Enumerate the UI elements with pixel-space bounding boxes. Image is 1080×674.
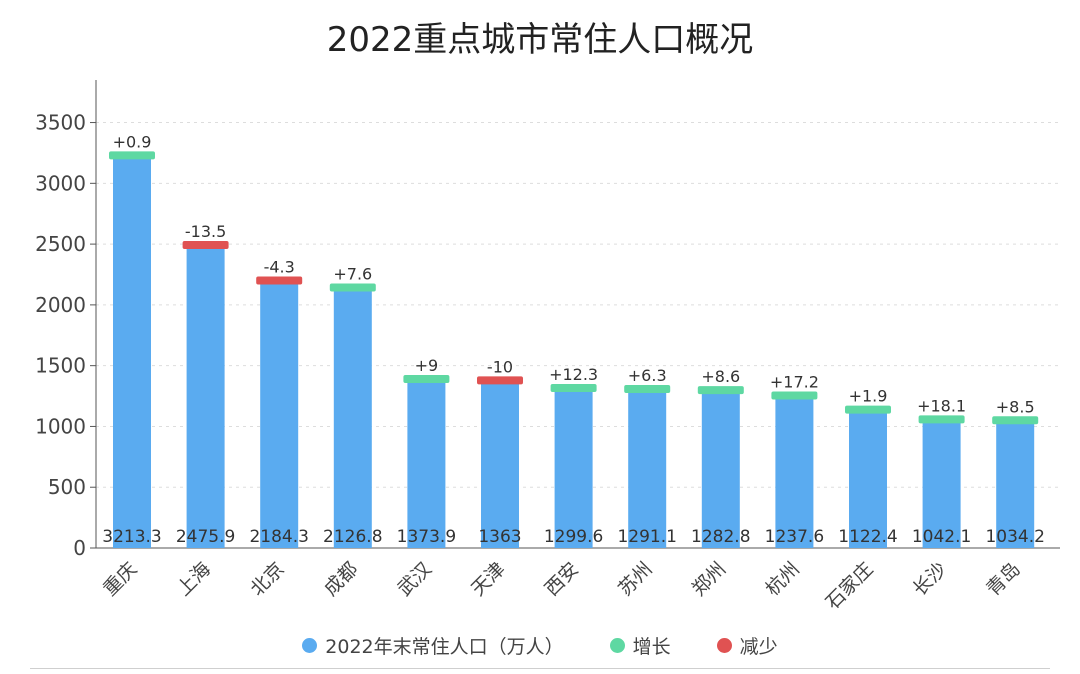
- change-label: +1.9: [849, 387, 888, 406]
- y-tick-label: 2000: [35, 293, 86, 317]
- data-label: 1237.6: [765, 527, 824, 547]
- x-tick-label: 天津: [467, 558, 509, 600]
- change-label: +12.3: [549, 365, 598, 384]
- x-tick-label: 成都: [320, 558, 362, 600]
- y-tick-label: 1500: [35, 354, 86, 378]
- legend-label-population: 2022年末常住人口（万人）: [325, 636, 564, 658]
- legend-dot-population: [302, 638, 318, 653]
- x-tick-label: 长沙: [909, 558, 951, 600]
- x-tick-label: 苏州: [614, 558, 656, 600]
- decrease-marker: [477, 376, 523, 385]
- y-tick-label: 2500: [35, 232, 86, 256]
- data-label: 2184.3: [249, 527, 308, 547]
- bar: [996, 422, 1035, 548]
- y-tick-label: 3000: [35, 171, 86, 195]
- bottom-divider: [30, 668, 1050, 669]
- change-label: +18.1: [917, 396, 966, 415]
- legend-dot-increase: [609, 638, 625, 653]
- change-label: +9: [415, 356, 439, 375]
- change-label: -13.5: [185, 222, 226, 241]
- bar: [407, 380, 446, 548]
- legend-label-decrease: 减少: [739, 636, 778, 658]
- y-tick-label: 3500: [35, 111, 86, 135]
- change-label: -4.3: [264, 257, 295, 276]
- bar: [481, 382, 519, 548]
- y-tick-label: 500: [48, 475, 86, 499]
- data-label: 2126.8: [323, 527, 382, 547]
- data-label: 2475.9: [176, 527, 235, 547]
- bar: [186, 247, 225, 548]
- x-tick-label: 青岛: [982, 558, 1024, 600]
- data-label: 1042.1: [912, 527, 971, 547]
- increase-marker: [845, 405, 891, 414]
- legend-label-increase: 增长: [632, 636, 671, 658]
- x-tick-label: 杭州: [761, 558, 803, 600]
- increase-marker: [403, 374, 450, 383]
- decrease-marker: [182, 241, 229, 250]
- data-label: 1282.8: [691, 527, 750, 547]
- y-tick-label: 0: [73, 536, 86, 560]
- chart-title: 2022重点城市常住人口概况: [326, 20, 754, 60]
- data-label: 1299.6: [544, 527, 603, 547]
- x-tick-label: 西安: [541, 558, 583, 600]
- x-tick-label: 重庆: [99, 558, 141, 600]
- data-label: 3213.3: [102, 527, 161, 547]
- legend-item-decrease[interactable]: 减少: [716, 632, 778, 659]
- legend-dot-decrease: [716, 638, 732, 653]
- change-label: +8.5: [996, 397, 1035, 416]
- change-label: +6.3: [628, 366, 667, 385]
- change-label: +0.9: [113, 132, 152, 151]
- x-tick-label: 上海: [173, 558, 215, 600]
- bar: [554, 390, 593, 548]
- bar: [922, 421, 961, 548]
- bar: [113, 157, 151, 549]
- legend-item-population[interactable]: 2022年末常住人口（万人）: [302, 632, 564, 659]
- bar: [333, 289, 372, 548]
- data-label: 1291.1: [617, 527, 676, 547]
- data-label: 1373.9: [397, 527, 456, 547]
- increase-marker: [697, 386, 744, 395]
- increase-marker: [624, 385, 671, 394]
- increase-marker: [771, 391, 818, 400]
- increase-marker: [329, 283, 376, 292]
- change-label: +8.6: [701, 367, 740, 386]
- x-tick-label: 北京: [246, 558, 288, 600]
- data-label: 1034.2: [985, 527, 1044, 547]
- data-label: 1363: [478, 527, 521, 547]
- bar: [775, 397, 814, 548]
- bar: [849, 411, 887, 548]
- change-label: +7.6: [333, 264, 372, 283]
- change-label: -10: [487, 357, 513, 376]
- y-tick-label: 1000: [35, 414, 86, 438]
- legend: 2022年末常住人口（万人） 增长 减少: [0, 632, 1080, 659]
- bar: [260, 282, 299, 548]
- legend-item-increase[interactable]: 增长: [609, 632, 671, 659]
- bar: [701, 392, 740, 548]
- x-tick-label: 武汉: [393, 558, 435, 600]
- increase-marker: [550, 384, 597, 393]
- increase-marker: [918, 415, 965, 424]
- bar: [628, 391, 667, 548]
- x-tick-label: 石家庄: [822, 558, 878, 614]
- decrease-marker: [256, 276, 303, 285]
- increase-marker: [992, 416, 1039, 425]
- bar-chart: 0 500 1000 1500 2000 2500 3000 3500 +0.9 3213.3 重庆…: [35, 80, 1060, 614]
- change-label: +17.2: [770, 373, 819, 392]
- increase-marker: [109, 151, 155, 160]
- x-tick-label: 郑州: [688, 558, 730, 600]
- data-label: 1122.4: [838, 527, 897, 547]
